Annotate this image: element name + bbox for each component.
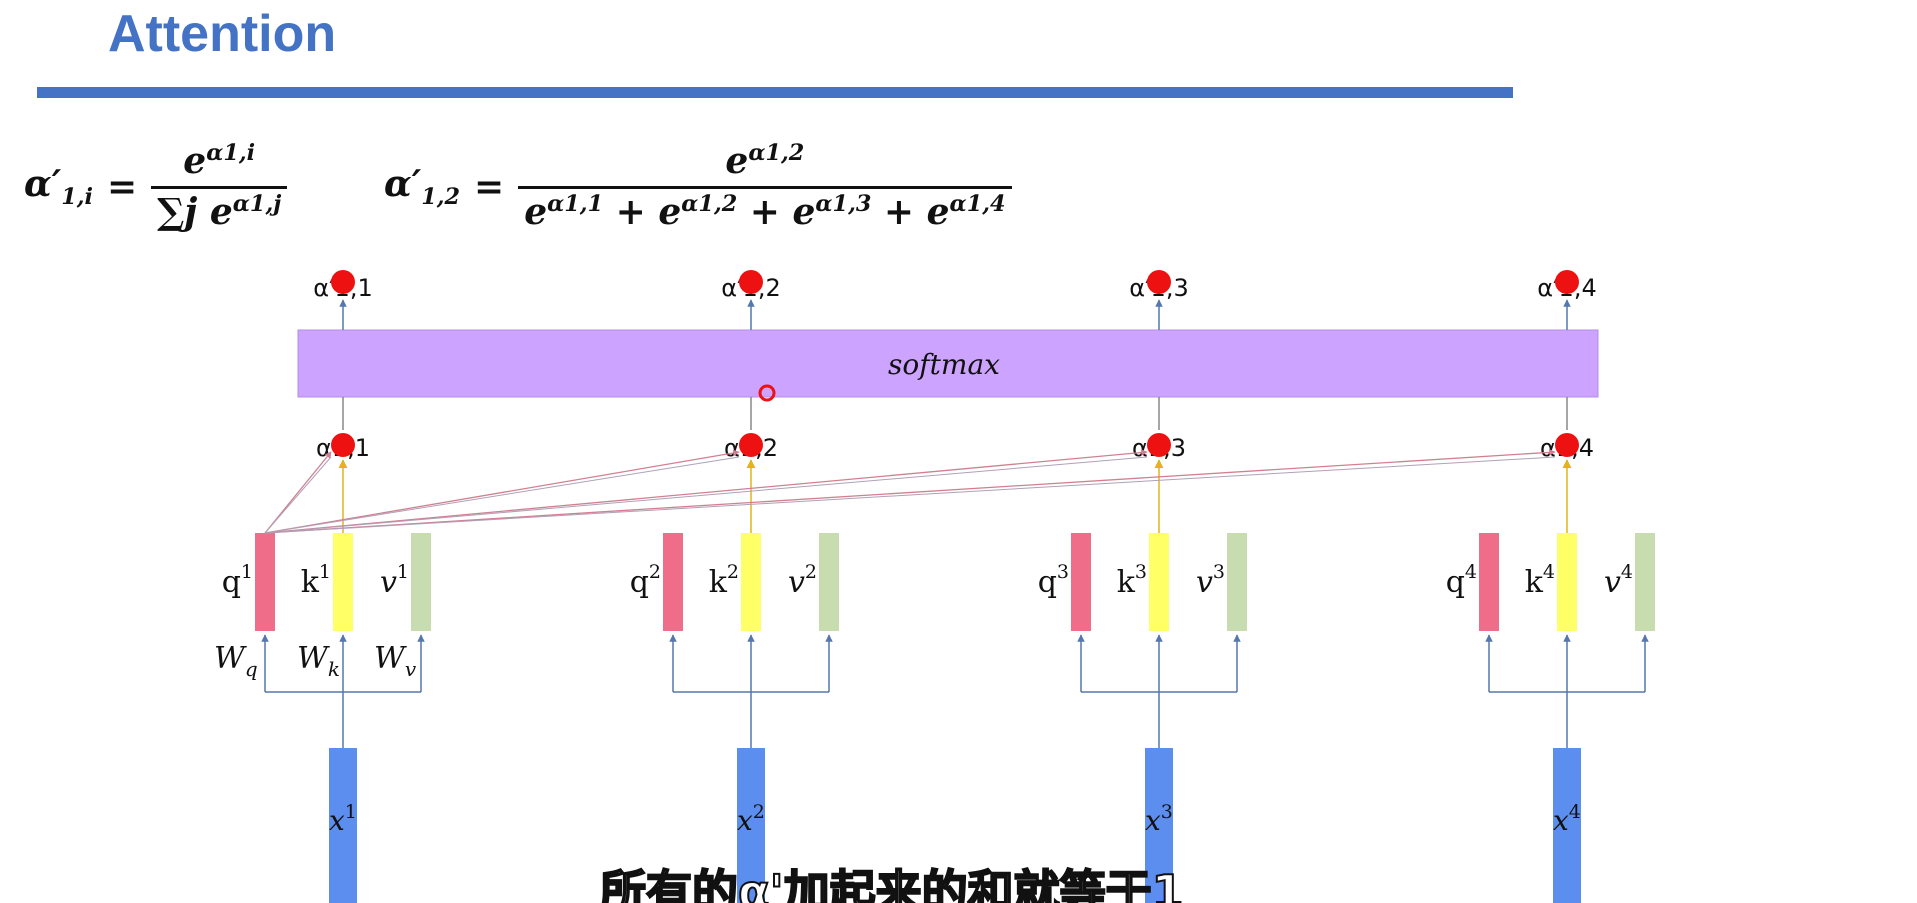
eq2-den-sup-2: α1,2 xyxy=(681,191,738,217)
eq1-den-sup: α1,j xyxy=(232,191,282,217)
token-column-1: x1q1k1v1α1,1α′1,1 xyxy=(222,270,431,903)
query1-to-score-guide-4 xyxy=(264,456,1556,534)
x-label-2: x2 xyxy=(737,801,765,837)
alpha-prime-marker-3 xyxy=(1147,270,1171,294)
v-vector-box-4 xyxy=(1635,533,1655,631)
x-label-1: x1 xyxy=(329,801,357,837)
q-label-2: q2 xyxy=(630,561,661,600)
eq2-num-base: e xyxy=(725,140,749,182)
eq2-num-sup: α1,2 xyxy=(748,140,805,166)
eq1-den-base: e xyxy=(209,191,233,233)
eq2-numerator: eα1,2 xyxy=(518,140,1012,189)
slide-title: Attention xyxy=(108,5,337,63)
v-label-3: v3 xyxy=(1196,561,1225,600)
eq1-equals: = xyxy=(106,165,138,208)
alpha-score-marker-2 xyxy=(739,433,763,457)
v-vector-box-3 xyxy=(1227,533,1247,631)
token-column-3: x3q3k3v3α1,3α′1,3 xyxy=(1038,270,1247,903)
x-input-box-4 xyxy=(1553,748,1581,903)
q-vector-box-1 xyxy=(255,533,275,631)
token-column-4: x4q4k4v4α1,4α′1,4 xyxy=(1446,270,1655,903)
eq2-fraction: eα1,2 eα1,1 + eα1,2 + eα1,3 + eα1,4 xyxy=(518,140,1012,233)
x-input-box-3 xyxy=(1145,748,1173,903)
eq2-den-term-1: eα1,1 xyxy=(524,191,604,233)
eq2-equals: = xyxy=(474,165,505,208)
alpha-score-marker-3 xyxy=(1147,433,1171,457)
wv-label: Wv xyxy=(374,641,417,681)
title-underline xyxy=(37,87,1513,98)
eq2-den-term-2: eα1,2 xyxy=(658,191,738,233)
v-vector-box-2 xyxy=(819,533,839,631)
token-columns: x1q1k1v1α1,1α′1,1x2q2k2v2α1,2α′1,2x3q3k3… xyxy=(222,270,1655,903)
query1-to-score-guide-1 xyxy=(264,456,332,534)
eq2-den-term-4: eα1,4 xyxy=(926,191,1006,233)
eq2-den-sup-3: α1,3 xyxy=(815,191,872,217)
query1-to-score-line-1 xyxy=(264,451,332,534)
k-label-4: k4 xyxy=(1525,561,1555,600)
q-label-4: q4 xyxy=(1446,561,1477,600)
eq2-lhs-sub: 1,2 xyxy=(421,184,461,211)
eq1-fraction: eα1,i ∑j eα1,j xyxy=(151,140,288,233)
x-label-3: x3 xyxy=(1145,801,1173,837)
query1-to-score-line-2 xyxy=(264,449,740,534)
q-vector-box-2 xyxy=(663,533,683,631)
alpha-prime-marker-2 xyxy=(739,270,763,294)
softmax-label: softmax xyxy=(888,348,1000,381)
softmax-specific-equation: α′1,2 = eα1,2 eα1,1 + eα1,2 + eα1,3 + eα1,4 xyxy=(384,140,1012,233)
eq1-lhs: α′1,i xyxy=(24,163,93,210)
eq2-den-sup-1: α1,1 xyxy=(547,191,604,217)
eq2-denominator: eα1,1 + eα1,2 + eα1,3 + eα1,4 xyxy=(524,191,1006,233)
q-vector-box-3 xyxy=(1071,533,1091,631)
k-label-2: k2 xyxy=(709,561,739,600)
alpha-score-marker-4 xyxy=(1555,433,1579,457)
query1-to-score-guide-3 xyxy=(264,456,1148,534)
k-vector-box-4 xyxy=(1557,533,1577,631)
softmax-general-equation: α′1,i = eα1,i ∑j eα1,j xyxy=(24,140,288,233)
wq-label: Wq xyxy=(214,641,258,681)
alpha-prime-marker-1 xyxy=(331,270,355,294)
q-label-3: q3 xyxy=(1038,561,1069,600)
x-input-box-1 xyxy=(329,748,357,903)
cursor-pointer-marker xyxy=(758,384,776,402)
x-input-box-2 xyxy=(737,748,765,903)
eq1-numerator: eα1,i xyxy=(151,140,288,189)
eq1-num-sup: α1,i xyxy=(206,140,256,166)
query-key-connections xyxy=(264,449,1556,534)
token-column-2: x2q2k2v2α1,2α′1,2 xyxy=(630,270,839,903)
x-label-4: x4 xyxy=(1553,801,1581,837)
wk-label: Wk xyxy=(297,641,340,681)
subtitle-caption: 所有的α'加起来的和就等于1 xyxy=(600,864,1184,903)
eq2-den-term-3: eα1,3 xyxy=(792,191,872,233)
eq2-den-sup-4: α1,4 xyxy=(949,191,1006,217)
v-label-4: v4 xyxy=(1604,561,1633,600)
alpha-score-marker-1 xyxy=(331,433,355,457)
alpha-prime-marker-4 xyxy=(1555,270,1579,294)
eq1-lhs-base: α′ xyxy=(24,162,62,205)
eq1-lhs-sub: 1,i xyxy=(61,184,93,211)
k-vector-box-3 xyxy=(1149,533,1169,631)
softmax-box xyxy=(297,329,1599,398)
q-vector-box-4 xyxy=(1479,533,1499,631)
eq1-den-sum: ∑j xyxy=(157,191,198,233)
v-vector-box-1 xyxy=(411,533,431,631)
k-label-1: k1 xyxy=(301,561,331,600)
eq1-num-base: e xyxy=(183,140,207,182)
k-vector-box-1 xyxy=(333,533,353,631)
eq1-denominator: ∑j eα1,j xyxy=(151,189,287,233)
q-label-1: q1 xyxy=(222,561,253,600)
query1-to-score-line-4 xyxy=(264,449,1556,534)
query1-to-score-line-3 xyxy=(264,449,1148,534)
k-vector-box-2 xyxy=(741,533,761,631)
eq2-lhs: α′1,2 xyxy=(384,163,460,210)
eq2-lhs-base: α′ xyxy=(384,162,422,205)
query1-to-score-guide-2 xyxy=(264,456,740,534)
k-label-3: k3 xyxy=(1117,561,1147,600)
v-label-1: v1 xyxy=(380,561,409,600)
v-label-2: v2 xyxy=(788,561,817,600)
